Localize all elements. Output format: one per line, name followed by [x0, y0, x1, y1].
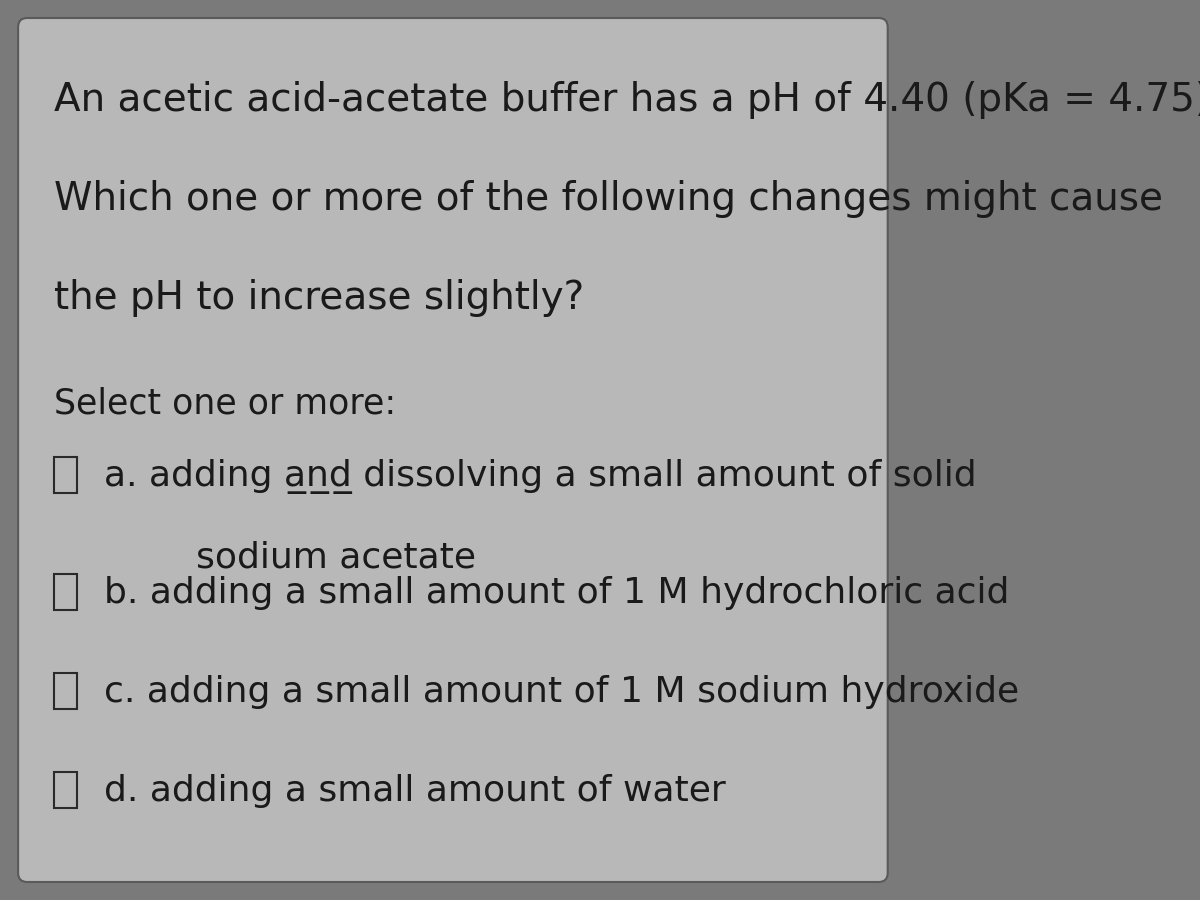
Bar	[54, 457, 77, 493]
Text: Select one or more:: Select one or more:	[54, 387, 396, 421]
Text: a. adding a̲n̲d̲ dissolving a small amount of solid: a. adding a̲n̲d̲ dissolving a small amou…	[104, 459, 977, 494]
Text: b. adding a small amount of 1 M hydrochloric acid: b. adding a small amount of 1 M hydrochl…	[104, 576, 1009, 610]
Text: Which one or more of the following changes might cause: Which one or more of the following chang…	[54, 180, 1163, 218]
Bar	[54, 673, 77, 709]
FancyBboxPatch shape	[18, 18, 888, 882]
Bar	[54, 772, 77, 808]
Text: sodium acetate: sodium acetate	[104, 540, 476, 574]
Text: c. adding a small amount of 1 M sodium hydroxide: c. adding a small amount of 1 M sodium h…	[104, 675, 1019, 709]
Text: d. adding a small amount of water: d. adding a small amount of water	[104, 774, 726, 808]
Text: An acetic acid-acetate buffer has a pH of 4.40 (pKa = 4.75).: An acetic acid-acetate buffer has a pH o…	[54, 81, 1200, 119]
Bar	[54, 574, 77, 610]
Text: the pH to increase slightly?: the pH to increase slightly?	[54, 279, 584, 317]
